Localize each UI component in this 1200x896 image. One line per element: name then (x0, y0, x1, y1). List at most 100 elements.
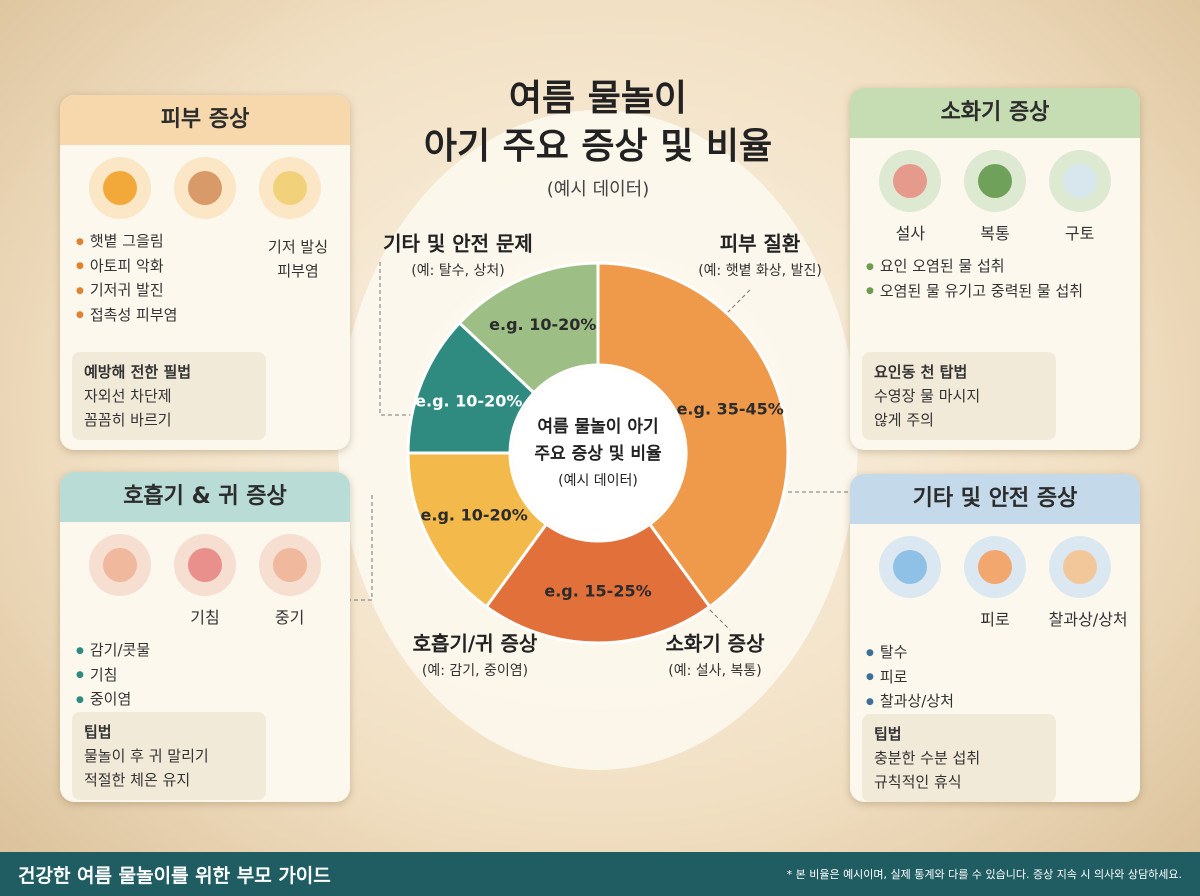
panel-title: 호흡기 & 귀 증상 (60, 472, 350, 522)
bullet: 감기/콧물 (90, 638, 350, 663)
value-label: e.g. 10-20% (489, 315, 596, 334)
icon (879, 150, 942, 212)
icon-shape (977, 164, 1012, 198)
icon (963, 150, 1026, 212)
bullet: 요인 오염된 물 섭취 (880, 254, 1140, 279)
bullet: 아토피 악화 (90, 254, 350, 279)
icon-labels: 기침 중기 (60, 600, 350, 632)
segment-name: 기타 및 안전 문제 (383, 232, 533, 256)
icon-shape (187, 548, 222, 582)
donut-segment (457, 261, 600, 395)
title: 여름 물놀이 (509, 78, 687, 119)
bullet: 중이염 (90, 687, 350, 712)
bullet: 찰과상/상처 (880, 689, 1140, 714)
icon (1048, 150, 1111, 212)
tip-line: 팁법 (84, 722, 112, 741)
icon (89, 534, 152, 596)
icon (173, 534, 236, 596)
tip-line: 꼼꼼히 바르기 (84, 411, 172, 429)
icon-label-spacer (89, 604, 151, 628)
bullet: 탈수 (880, 640, 1140, 665)
segment-description: (예: 햇볕 화상, 발진) (698, 263, 822, 279)
bullet-list: 햇볕 그을림아토피 악화기저귀 발진접촉성 피부염 (60, 229, 350, 327)
icon-shape (103, 548, 138, 582)
footer-note: * 본 비율은 예시이며, 실제 통계와 다를 수 있습니다. 증상 지속 시 … (786, 868, 1182, 881)
bullet: 오염된 물 유기고 중력된 물 섭취 (880, 279, 1140, 304)
donut-hole (512, 367, 684, 539)
center-label: 주요 증상 및 비율 (534, 444, 662, 464)
icon (89, 157, 152, 219)
bullet-list: 요인 오염된 물 섭취오염된 물 유기고 중력된 물 섭취 (850, 254, 1140, 303)
tip-line: 예방해 전한 필법 (84, 363, 192, 381)
icon-labels: 피로 찰과상/상처 (850, 602, 1140, 634)
panel-title: 기타 및 안전 증상 (850, 474, 1140, 524)
center-label: 여름 물놀이 아기 (537, 417, 658, 437)
bullet-list: 감기/콧물기침중이염 (60, 638, 350, 712)
footer: 건강한 여름 물놀이를 위한 부모 가이드 * 본 비율은 예시이며, 실제 통… (0, 852, 1200, 896)
bullet: 피로 (880, 665, 1140, 690)
segment-description: (예: 설사, 복통) (668, 663, 761, 679)
tip-line: 규칙적인 휴식 (874, 772, 962, 791)
tip-line: 자외선 차단제 (84, 387, 172, 405)
icon (173, 157, 236, 219)
panel-title: 피부 증상 (60, 95, 350, 145)
bullet: 기침 (90, 663, 350, 688)
donut-segment (596, 261, 790, 609)
icon (879, 536, 942, 598)
icon-shape (1062, 164, 1097, 198)
tip-box: 팁법 물놀이 후 귀 말리기 적절한 체온 유지 (72, 711, 266, 800)
icon-shape (103, 171, 138, 205)
tip-line: 요인동 천 탑법 (874, 363, 968, 381)
icon-labels: 설사 복통 구토 (850, 216, 1140, 248)
icon (258, 534, 321, 596)
tip-line: 충분한 수분 섭취 (874, 748, 981, 767)
icon-label: 기침 (190, 608, 220, 627)
callout-line (379, 262, 420, 416)
icon-shape (977, 550, 1012, 584)
tip-line: 물놀이 후 귀 말리기 (84, 746, 209, 765)
icon-row (850, 138, 1140, 216)
tip-line: 않게 주의 (874, 411, 934, 429)
donut-segment (484, 522, 712, 645)
tip-box: 팁법 충분한 수분 섭취 규칙적인 휴식 (862, 713, 1056, 802)
bullet-list: 탈수피로찰과상/상처 (850, 640, 1140, 714)
bullet: 햇볕 그을림 (90, 229, 350, 254)
value-label: e.g. 10-20% (421, 506, 528, 525)
icon (963, 536, 1026, 598)
subtitle: (예시 데이터) (547, 179, 650, 200)
icon (258, 157, 321, 219)
icon-shape (1062, 550, 1097, 584)
tip-line: 수영장 물 마시지 (874, 387, 981, 405)
icon-shape (187, 171, 222, 205)
segment-description: (예: 탈수, 상처) (411, 263, 504, 279)
icon-shape (893, 550, 928, 584)
bullet: 접촉성 피부염 (90, 303, 350, 328)
segment-name: 소화기 증상 (666, 632, 766, 656)
callout-line (350, 495, 373, 601)
icon-shape (272, 548, 307, 582)
side-note-line: 피부염 (277, 262, 319, 280)
icon-label-spacer (879, 606, 941, 630)
panel-title: 소화기 증상 (850, 88, 1140, 138)
side-note-line: 기저 발싱 (268, 238, 328, 256)
icon-label: 구토 (1064, 224, 1095, 243)
bullet: 기저귀 발진 (90, 278, 350, 303)
icon-shape (893, 164, 928, 198)
icon-label: 찰과상/상처 (1048, 610, 1128, 629)
segment-description: (예: 감기, 중이염) (422, 663, 528, 679)
icon-shape (272, 171, 307, 205)
icon-label: 복통 (980, 224, 1010, 243)
icon-label: 피로 (980, 610, 1010, 629)
center-label: (예시 데이터) (558, 473, 638, 489)
icon-row (850, 524, 1140, 602)
icon-row (60, 522, 350, 600)
footer-title: 건강한 여름 물놀이를 위한 부모 가이드 (18, 865, 331, 887)
icon-label: 설사 (895, 224, 926, 243)
